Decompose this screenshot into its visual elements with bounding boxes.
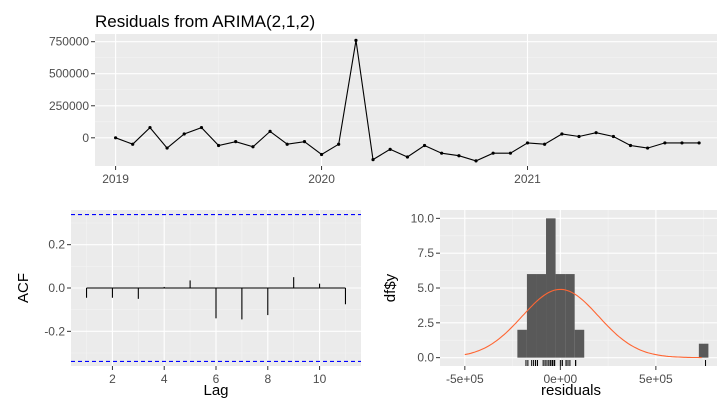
histogram-bars	[517, 218, 709, 358]
residual-point	[491, 151, 495, 155]
residual-point	[645, 146, 650, 150]
residual-point	[302, 140, 307, 144]
histogram-y-tick-labels: 0.0 2.5 5.0 7.5 10.0	[411, 211, 440, 365]
acf-panel: -0.2 0.0 0.2 2 4 6 8 10 Lag ACF	[15, 210, 361, 399]
acf-y-tick-labels: -0.2 0.0 0.2	[44, 238, 71, 338]
residual-point	[319, 152, 324, 157]
residual-point	[388, 147, 392, 151]
residual-point	[697, 141, 701, 145]
residual-point	[199, 125, 204, 130]
residual-point	[474, 159, 478, 163]
density-line	[464, 288, 702, 359]
x-tick-label: 2020	[308, 172, 335, 186]
x-tick-label: 8	[264, 372, 271, 386]
residual-point	[680, 141, 684, 145]
residual-point	[628, 143, 633, 148]
y-tick-label: 0	[82, 131, 89, 145]
residual-point	[113, 136, 118, 140]
histogram-bar	[526, 274, 537, 358]
histogram-bar	[536, 274, 547, 358]
residual-point	[560, 132, 564, 136]
histogram-x-axis-label: residuals	[541, 382, 601, 399]
residual-point	[663, 141, 667, 145]
histogram-bar	[546, 218, 556, 358]
residual-point	[577, 134, 581, 139]
residual-point	[354, 38, 358, 43]
residual-point	[405, 155, 410, 159]
residual-series-line	[113, 38, 701, 163]
residual-point	[594, 131, 598, 135]
y-tick-label: 0.0	[48, 281, 65, 295]
histogram-y-axis-label: df$y	[382, 273, 399, 302]
acf-y-axis-label: ACF	[15, 273, 32, 303]
histogram-bar	[574, 329, 585, 358]
residual-series-panel: Residuals from ARIMA(2,1,2) 0 250000 50000…	[49, 12, 717, 186]
y-tick-label: 0.2	[48, 238, 65, 252]
residual-point	[508, 151, 513, 155]
residual-point	[148, 125, 152, 130]
acf-x-tick-labels: 2 4 6 8 10	[109, 366, 327, 386]
residual-point	[422, 143, 427, 148]
x-tick-label: 0e+00	[544, 372, 578, 386]
residual-point	[234, 140, 238, 144]
residual-histogram-panel: 0.0 2.5 5.0 7.5 10.0 -5e+05 0e+00 5e+05 residu…	[382, 210, 717, 399]
y-tick-label: 500000	[49, 67, 89, 81]
residual-series-y-tick-labels: 0 250000 500000 750000	[49, 35, 95, 145]
residual-point	[457, 154, 461, 158]
histogram-bar	[565, 274, 575, 358]
residual-point	[216, 143, 221, 148]
histogram-bar	[698, 343, 709, 358]
x-tick-label: 5e+05	[639, 372, 673, 386]
residual-point	[543, 142, 547, 146]
residual-point	[337, 142, 341, 146]
residual-series-plot-area	[95, 34, 717, 166]
residual-point	[525, 141, 530, 145]
y-tick-label: 2.5	[417, 316, 434, 330]
histogram-rug	[525, 360, 707, 366]
histogram-x-tick-labels: -5e+05 0e+00 5e+05	[446, 366, 673, 386]
x-tick-label: 2	[109, 372, 116, 386]
y-tick-label: 7.5	[417, 246, 434, 260]
residual-point	[440, 151, 444, 155]
x-tick-label: 2021	[514, 172, 541, 186]
chart-title: Residuals from ARIMA(2,1,2)	[95, 12, 315, 31]
residual-point	[182, 132, 186, 136]
acf-x-axis-label: Lag	[203, 382, 228, 399]
y-tick-label: 5.0	[417, 281, 434, 295]
residual-point	[268, 129, 272, 133]
residual-point	[131, 142, 135, 146]
x-tick-label: 2019	[102, 172, 129, 186]
residual-series-gridlines	[95, 34, 717, 166]
x-tick-label: 6	[213, 372, 220, 386]
x-tick-label: 4	[161, 372, 168, 386]
x-tick-label: -5e+05	[446, 372, 484, 386]
normal-density-curve	[464, 288, 702, 359]
residual-point	[371, 157, 375, 162]
residual-series-x-tick-labels: 2019 2020 2021	[102, 166, 541, 186]
x-tick-label: 10	[313, 372, 327, 386]
residual-point	[251, 145, 255, 149]
y-tick-label: 0.0	[417, 351, 434, 365]
acf-spikes	[71, 214, 361, 363]
residual-point	[165, 146, 169, 150]
residual-point	[285, 142, 289, 146]
y-tick-label: 250000	[49, 99, 89, 113]
histogram-bar	[555, 274, 566, 358]
y-tick-label: -0.2	[44, 324, 65, 338]
y-tick-label: 10.0	[411, 211, 435, 225]
histogram-bar	[517, 329, 527, 358]
y-tick-label: 750000	[49, 35, 89, 49]
residual-point	[611, 134, 616, 139]
